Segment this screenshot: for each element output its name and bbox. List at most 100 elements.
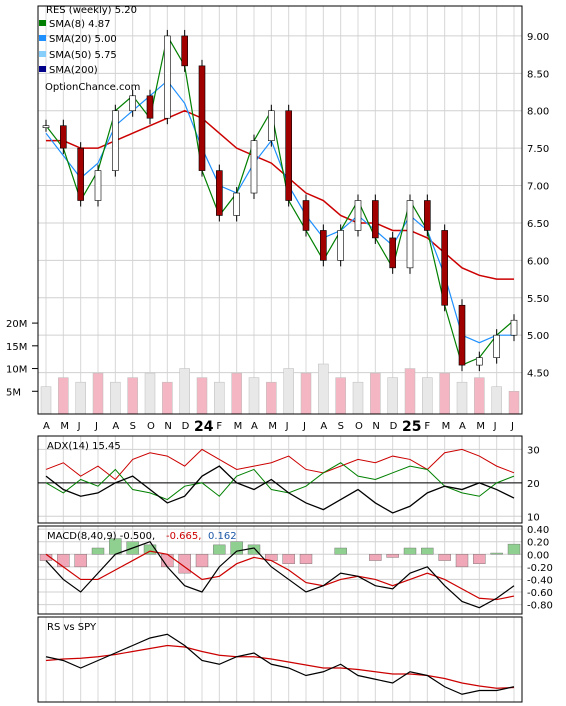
macd-hist-bar	[299, 554, 313, 564]
volume-tick: 10M	[6, 365, 27, 376]
volume-bar	[474, 377, 485, 415]
volume-bar	[439, 372, 450, 415]
x-tick-label: N	[372, 421, 379, 432]
x-tick-label: M	[476, 421, 485, 432]
volume-bar	[422, 377, 433, 415]
x-tick-label: 25	[402, 419, 421, 435]
volume-bar	[92, 372, 104, 415]
macd-hist-bar	[421, 547, 434, 555]
di-minus-line	[45, 448, 515, 481]
macd-hist-bar	[91, 547, 105, 555]
volume-bar	[248, 377, 260, 415]
macd-tick: -0.20	[527, 563, 553, 574]
x-tick-label: J	[77, 421, 81, 432]
volume-bar	[300, 372, 312, 415]
price-candle	[146, 95, 154, 119]
price-tick: 5.50	[527, 294, 549, 305]
volume-bar	[266, 381, 277, 415]
adx-label: ADX(14) 15.45	[47, 441, 121, 452]
x-tick-label: J	[510, 421, 514, 432]
volume-bar	[456, 381, 468, 415]
volume-bar	[127, 377, 138, 415]
macd-hist-bar	[507, 543, 521, 555]
macd-hist-label: 0.162	[208, 531, 237, 542]
rs-line	[45, 633, 515, 695]
macd-tick: 0.20	[527, 538, 549, 549]
volume-bar	[508, 391, 520, 415]
price-candle	[181, 35, 188, 67]
macd-hist-bar	[438, 554, 451, 561]
price-candle	[441, 230, 448, 306]
price-candle	[406, 200, 414, 269]
price-candle	[216, 170, 223, 216]
macd-tick: 0.00	[527, 550, 549, 561]
price-frame	[37, 5, 523, 415]
macd-panel: 0.40 0.200.00 -0.20-0.40 -0.60 -0.80	[37, 525, 553, 615]
price-candle	[60, 125, 67, 149]
price-close-line	[45, 34, 515, 366]
x-tick-label: M	[60, 421, 69, 432]
x-tick-label: J	[493, 421, 497, 432]
legend-swatch-sma50	[39, 51, 46, 57]
price-candle	[250, 140, 258, 194]
di-plus-line	[45, 462, 515, 501]
price-candle	[493, 334, 500, 358]
macd-hist-bar	[74, 554, 87, 568]
macd-hist-bar	[403, 547, 417, 555]
macd-signal-label: -0.665,	[166, 531, 201, 542]
x-tick-label: O	[355, 421, 363, 432]
macd-hist-bar	[195, 554, 209, 568]
volume-bar	[283, 368, 294, 415]
macd-hist-bar	[213, 544, 226, 555]
price-candle	[42, 125, 50, 129]
legend-swatch-sma200	[39, 66, 46, 72]
price-candle	[320, 230, 327, 261]
volume-tick: 20M	[6, 319, 27, 330]
price-candle	[285, 110, 292, 201]
volume-bar	[110, 381, 121, 415]
volume-bar	[196, 377, 208, 415]
price-candle	[112, 110, 119, 171]
macd-tick: 0.40	[527, 525, 549, 536]
watermark: OptionChance.com	[45, 82, 140, 93]
x-tick-label: A	[251, 421, 258, 432]
sma20-line	[45, 79, 514, 344]
rs-label: RS vs SPY	[47, 622, 97, 633]
adx-line	[45, 465, 515, 514]
price-candle	[268, 110, 275, 141]
x-tick-label: M	[234, 421, 243, 432]
x-tick-label: S	[130, 421, 136, 432]
volume-bar	[352, 381, 364, 415]
x-tick-label: S	[338, 421, 344, 432]
adx-tick: 30	[527, 445, 540, 456]
x-tick-label: D	[390, 421, 398, 432]
price-candle	[94, 170, 102, 201]
sma50-line	[46, 109, 514, 280]
volume-bar	[370, 372, 381, 415]
volume-bar	[179, 368, 190, 415]
macd-hist-bar	[369, 554, 382, 561]
x-tick-label: F	[216, 421, 222, 432]
price-tick: 8.00	[527, 107, 549, 118]
legend-sma200: SMA(200)	[49, 65, 98, 76]
price-tick: 5.00	[527, 331, 549, 342]
price-candle	[233, 192, 240, 216]
adx-tick: 20	[527, 479, 540, 490]
price-candle	[510, 319, 518, 336]
x-tick-label: D	[182, 421, 190, 432]
x-tick-label: 24	[194, 419, 214, 435]
macd-tick: -0.60	[527, 588, 553, 599]
macd-hist-bar	[230, 541, 243, 555]
x-tick-label: M	[268, 421, 277, 432]
price-panel: 9.00 8.50 8.00 7.50 7.00 6.50 6.00 5.50 5.00 4.50…	[6, 5, 549, 435]
legend-swatch-sma20	[39, 35, 46, 41]
legend-sma50: SMA(50) 5.75	[49, 50, 117, 61]
macd-hist-bar	[334, 547, 347, 555]
x-tick-label: A	[112, 421, 119, 432]
x-tick-label: J	[302, 421, 306, 432]
price-candle	[476, 357, 483, 366]
x-tick-label: J	[94, 421, 98, 432]
volume-bar	[404, 368, 416, 415]
macd-frame	[37, 525, 523, 615]
